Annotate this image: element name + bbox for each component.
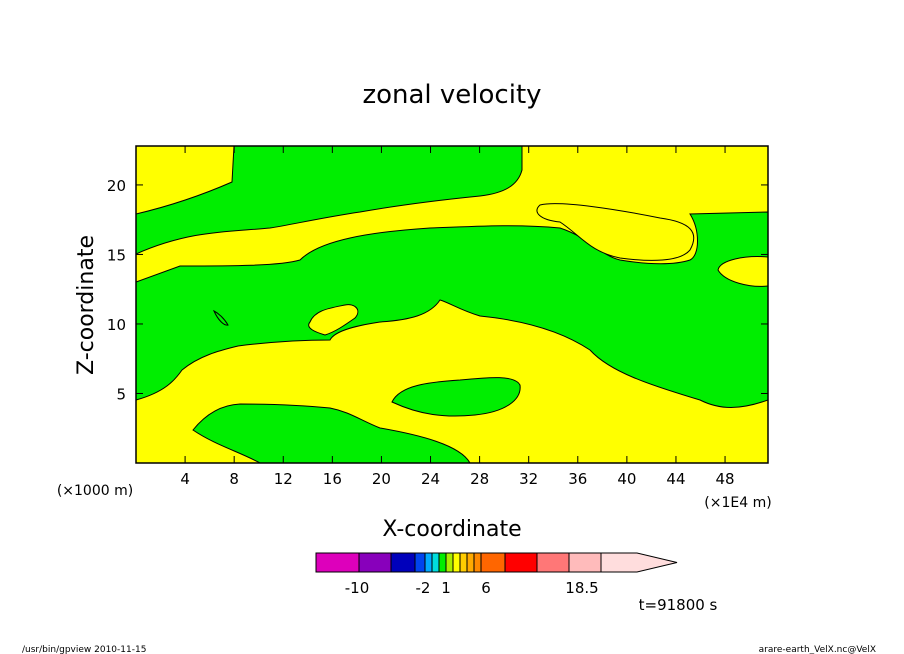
negative-region-middle (136, 211, 768, 408)
colorbar-segment (414, 552, 426, 573)
colorbar-segment (315, 552, 360, 573)
colorbar-segment (466, 552, 475, 573)
chart-title: zonal velocity (362, 80, 541, 110)
colorbar-segment (445, 552, 454, 573)
colorbar-segment (358, 552, 392, 573)
colorbar-segment (459, 552, 468, 573)
footer-right: arare-earth_VelX.nc@VelX (759, 645, 876, 654)
colorbar-label: -2 (416, 579, 431, 597)
colorbar-segment (390, 552, 416, 573)
y-unit-note: (×1000 m) (57, 483, 133, 499)
time-label: t=91800 s (639, 596, 718, 614)
y-tick-label: 15 (107, 246, 126, 264)
colorbar-segment (504, 552, 538, 573)
x-tick-label: 8 (229, 470, 239, 488)
footer-left: /usr/bin/gpview 2010-11-15 (22, 645, 146, 654)
negative-region-lower-left (192, 403, 471, 463)
x-axis: 4 8 12 16 20 24 28 32 36 40 44 48 (180, 146, 735, 488)
x-tick-label: 24 (421, 470, 440, 488)
colorbar-label: 18.5 (565, 579, 598, 597)
x-tick-label: 48 (716, 470, 735, 488)
colorbar-segment (452, 552, 461, 573)
colorbar-segment (438, 552, 447, 573)
x-unit-note: (×1E4 m) (704, 495, 771, 511)
negative-region-lower-middle (391, 377, 521, 417)
colorbar-segment (431, 552, 440, 573)
x-tick-label: 28 (470, 470, 489, 488)
colorbar-arrow (600, 552, 678, 573)
x-tick-label: 32 (519, 470, 538, 488)
small-green-islet (212, 309, 229, 326)
x-tick-label: 44 (666, 470, 685, 488)
y-axis: 5 10 15 20 (107, 177, 768, 403)
colorbar-label: -10 (345, 579, 370, 597)
colorbar-segment (480, 552, 506, 573)
positive-lens-right (536, 203, 695, 261)
x-tick-label: 4 (180, 470, 190, 488)
y-tick-label: 20 (107, 177, 126, 195)
colorbar-segment (536, 552, 570, 573)
colorbar-segment (568, 552, 602, 573)
plot-area (135, 145, 769, 464)
y-tick-label: 5 (116, 385, 126, 403)
colorbar-label: 6 (481, 579, 491, 597)
x-tick-label: 20 (372, 470, 391, 488)
colorbar-segment (424, 552, 433, 573)
y-tick-label: 10 (107, 316, 126, 334)
colorbar-segment (473, 552, 482, 573)
x-tick-label: 16 (323, 470, 342, 488)
small-yellow-blob (308, 304, 359, 336)
x-tick-label: 40 (617, 470, 636, 488)
colorbar-labels: -10 -2 1 6 18.5 (345, 579, 599, 597)
colorbar-label: 1 (441, 579, 451, 597)
plot-frame (135, 145, 769, 464)
y-axis-label: Z-coordinate (74, 235, 99, 375)
negative-region-upper-left (136, 146, 523, 255)
x-axis-label: X-coordinate (382, 517, 521, 542)
x-tick-label: 36 (568, 470, 587, 488)
x-tick-label: 12 (274, 470, 293, 488)
colorbar (315, 552, 678, 573)
